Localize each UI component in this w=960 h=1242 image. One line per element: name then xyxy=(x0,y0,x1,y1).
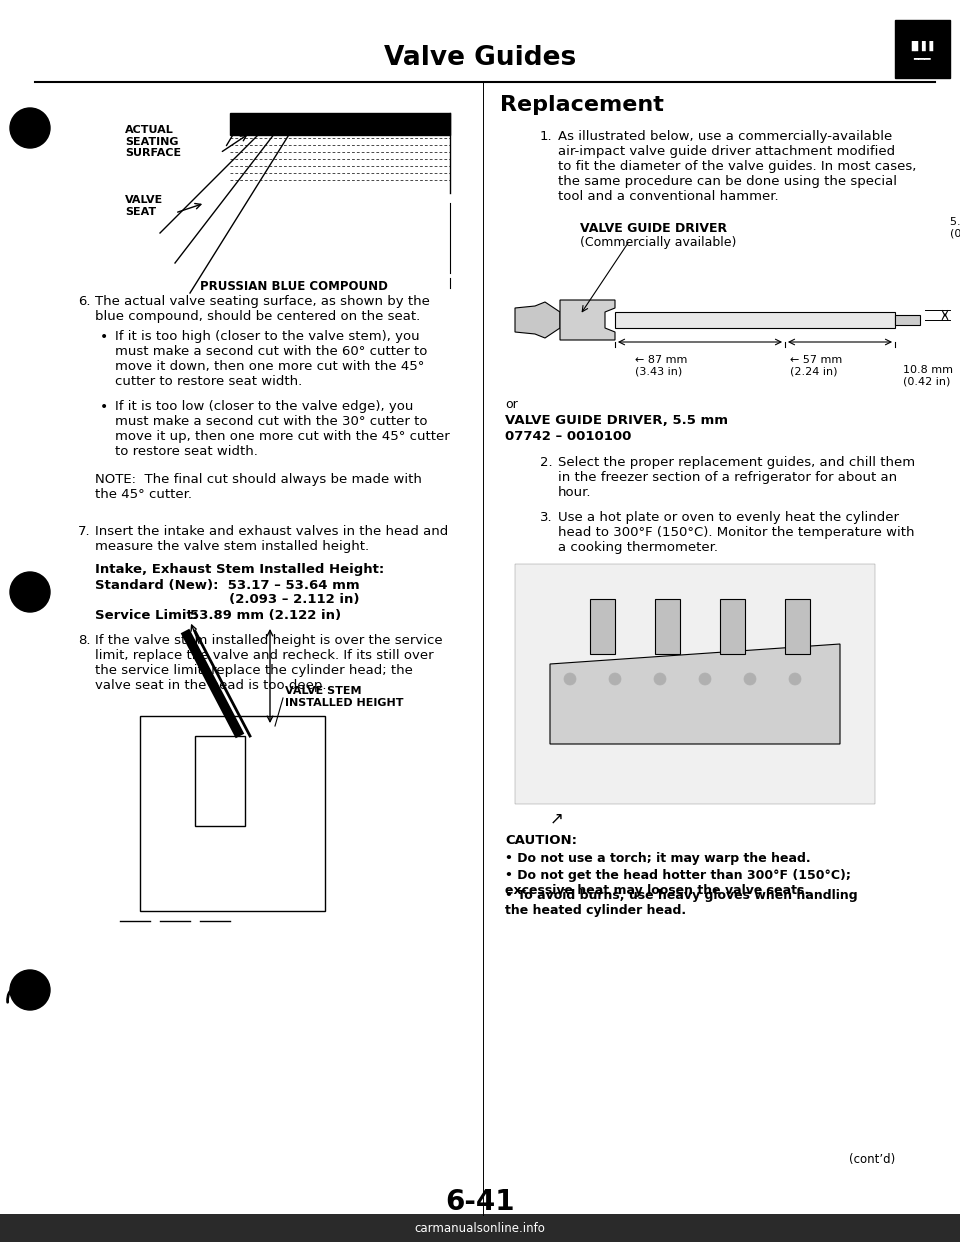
Bar xyxy=(195,737,245,826)
Text: Insert the intake and exhaust valves in the head and
measure the valve stem inst: Insert the intake and exhaust valves in … xyxy=(95,525,448,553)
Text: 10.8 mm
(0.42 in): 10.8 mm (0.42 in) xyxy=(903,365,953,386)
Text: •: • xyxy=(100,330,108,344)
Text: Use a hot plate or oven to evenly heat the cylinder
head to 300°F (150°C). Monit: Use a hot plate or oven to evenly heat t… xyxy=(558,510,915,554)
Text: Select the proper replacement guides, and chill them
in the freezer section of a: Select the proper replacement guides, an… xyxy=(558,456,915,499)
Text: ACTUAL
SEATING
SURFACE: ACTUAL SEATING SURFACE xyxy=(125,125,181,158)
Text: • To avoid burns, use heavy gloves when handling
the heated cylinder head.: • To avoid burns, use heavy gloves when … xyxy=(505,889,857,917)
Polygon shape xyxy=(515,302,560,338)
Text: Standard (New):  53.17 – 53.64 mm: Standard (New): 53.17 – 53.64 mm xyxy=(95,579,360,592)
Text: or: or xyxy=(505,397,517,411)
Circle shape xyxy=(699,673,711,686)
Text: 5.3 mm
(0.21 in): 5.3 mm (0.21 in) xyxy=(950,217,960,238)
Bar xyxy=(590,599,615,655)
Circle shape xyxy=(609,673,621,686)
Bar xyxy=(895,20,950,78)
Text: (2.093 – 2.112 in): (2.093 – 2.112 in) xyxy=(95,592,359,606)
Text: 6.: 6. xyxy=(78,296,90,308)
Text: 6-41: 6-41 xyxy=(445,1189,515,1216)
Text: As illustrated below, use a commercially-available
air-impact valve guide driver: As illustrated below, use a commercially… xyxy=(558,130,917,202)
Text: (Commercially available): (Commercially available) xyxy=(580,236,736,248)
Text: If it is too high (closer to the valve stem), you
must make a second cut with th: If it is too high (closer to the valve s… xyxy=(115,330,427,388)
Bar xyxy=(655,599,680,655)
Bar xyxy=(785,599,810,655)
Text: VALVE GUIDE DRIVER, 5.5 mm: VALVE GUIDE DRIVER, 5.5 mm xyxy=(505,414,728,427)
Text: •: • xyxy=(100,400,108,414)
Text: 07742 – 0010100: 07742 – 0010100 xyxy=(505,430,632,443)
Text: CAUTION:: CAUTION: xyxy=(505,833,577,847)
Bar xyxy=(615,312,895,328)
Bar xyxy=(0,1213,960,1242)
Polygon shape xyxy=(560,301,615,340)
Text: 53.89 mm (2.122 in): 53.89 mm (2.122 in) xyxy=(190,609,341,622)
Circle shape xyxy=(789,673,801,686)
Text: VALVE STEM
INSTALLED HEIGHT: VALVE STEM INSTALLED HEIGHT xyxy=(285,686,403,708)
Text: Service Limit:: Service Limit: xyxy=(95,609,221,622)
Text: If the valve stem installed height is over the service
limit, replace the valve : If the valve stem installed height is ov… xyxy=(95,633,443,692)
Text: 1.: 1. xyxy=(540,130,553,143)
Circle shape xyxy=(654,673,666,686)
Circle shape xyxy=(564,673,576,686)
Text: Replacement: Replacement xyxy=(500,94,664,116)
Text: Valve Guides: Valve Guides xyxy=(384,45,576,71)
Circle shape xyxy=(10,108,50,148)
Text: ▐▌▌▌
━━━: ▐▌▌▌ ━━━ xyxy=(907,41,937,63)
Text: Intake, Exhaust Stem Installed Height:: Intake, Exhaust Stem Installed Height: xyxy=(95,563,384,576)
Text: If it is too low (closer to the valve edge), you
must make a second cut with the: If it is too low (closer to the valve ed… xyxy=(115,400,449,458)
Text: • Do not get the head hotter than 300°F (150°C);
excessive heat may loosen the v: • Do not get the head hotter than 300°F … xyxy=(505,869,851,897)
Circle shape xyxy=(744,673,756,686)
Bar xyxy=(720,599,745,655)
Text: 7.: 7. xyxy=(78,525,90,538)
Text: VALVE GUIDE DRIVER: VALVE GUIDE DRIVER xyxy=(580,222,727,235)
Polygon shape xyxy=(550,645,840,744)
Text: (cont’d): (cont’d) xyxy=(849,1153,895,1166)
Text: ← 87 mm
(3.43 in): ← 87 mm (3.43 in) xyxy=(635,355,687,376)
Text: carmanualsonline.info: carmanualsonline.info xyxy=(415,1221,545,1235)
Text: The actual valve seating surface, as shown by the
blue compound, should be cente: The actual valve seating surface, as sho… xyxy=(95,296,430,323)
Bar xyxy=(230,113,450,135)
Circle shape xyxy=(10,573,50,612)
Bar xyxy=(515,564,875,804)
Text: ← 57 mm
(2.24 in): ← 57 mm (2.24 in) xyxy=(790,355,842,376)
Circle shape xyxy=(10,970,50,1010)
Text: 3.: 3. xyxy=(540,510,553,524)
Text: PRUSSIAN BLUE COMPOUND: PRUSSIAN BLUE COMPOUND xyxy=(200,279,388,293)
Text: VALVE
SEAT: VALVE SEAT xyxy=(125,195,163,216)
Text: ↗: ↗ xyxy=(550,809,564,827)
Text: NOTE:  The final cut should always be made with
the 45° cutter.: NOTE: The final cut should always be mad… xyxy=(95,473,421,501)
Text: 8.: 8. xyxy=(78,633,90,647)
Text: • Do not use a torch; it may warp the head.: • Do not use a torch; it may warp the he… xyxy=(505,852,810,864)
Bar xyxy=(140,715,325,910)
Bar xyxy=(895,315,920,325)
Text: 2.: 2. xyxy=(540,456,553,469)
